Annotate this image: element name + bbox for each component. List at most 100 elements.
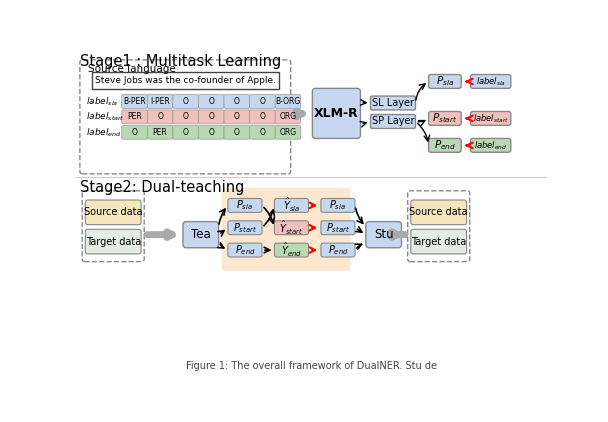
Text: $P_{sla}$: $P_{sla}$: [330, 198, 347, 212]
Text: $label_{start}$: $label_{start}$: [86, 111, 125, 123]
FancyBboxPatch shape: [85, 200, 141, 225]
FancyBboxPatch shape: [274, 243, 308, 257]
FancyBboxPatch shape: [173, 110, 198, 124]
Text: Stage1 : Multitask Learning: Stage1 : Multitask Learning: [80, 54, 281, 69]
FancyBboxPatch shape: [85, 229, 141, 254]
Text: I-PER: I-PER: [150, 97, 170, 106]
Text: $label_{end}$: $label_{end}$: [474, 139, 507, 151]
Text: $\hat{Y}_{start}$: $\hat{Y}_{start}$: [280, 219, 303, 237]
FancyBboxPatch shape: [274, 198, 308, 212]
Text: B-ORG: B-ORG: [275, 97, 300, 106]
FancyBboxPatch shape: [411, 229, 466, 254]
FancyBboxPatch shape: [429, 138, 461, 152]
Text: $label_{start}$: $label_{start}$: [472, 112, 509, 124]
FancyBboxPatch shape: [222, 188, 350, 271]
FancyBboxPatch shape: [274, 221, 308, 235]
Text: $P_{start}$: $P_{start}$: [326, 221, 350, 235]
Text: PER: PER: [153, 128, 167, 137]
FancyBboxPatch shape: [147, 95, 173, 108]
FancyBboxPatch shape: [471, 75, 511, 88]
FancyBboxPatch shape: [198, 95, 224, 108]
FancyBboxPatch shape: [370, 96, 415, 110]
Text: Source language: Source language: [88, 64, 175, 74]
FancyBboxPatch shape: [313, 88, 361, 138]
Text: O: O: [234, 128, 240, 137]
FancyBboxPatch shape: [321, 221, 355, 235]
Text: O: O: [209, 97, 214, 106]
Text: $P_{end}$: $P_{end}$: [235, 243, 255, 257]
FancyBboxPatch shape: [147, 110, 173, 124]
Text: O: O: [260, 128, 265, 137]
FancyBboxPatch shape: [183, 222, 219, 248]
FancyBboxPatch shape: [147, 125, 173, 139]
FancyBboxPatch shape: [429, 111, 461, 125]
FancyBboxPatch shape: [275, 110, 301, 124]
Text: XLM-R: XLM-R: [314, 107, 359, 120]
FancyBboxPatch shape: [228, 221, 262, 235]
FancyBboxPatch shape: [80, 60, 291, 174]
Text: O: O: [209, 112, 214, 122]
Text: O: O: [183, 97, 188, 106]
FancyBboxPatch shape: [429, 75, 461, 88]
Text: O: O: [234, 112, 240, 122]
Text: O: O: [183, 112, 188, 122]
Text: Tea: Tea: [191, 228, 210, 241]
Text: SL Layer: SL Layer: [372, 98, 414, 108]
Text: $label_{end}$: $label_{end}$: [86, 126, 122, 138]
FancyBboxPatch shape: [366, 222, 401, 248]
FancyBboxPatch shape: [91, 72, 279, 89]
Text: $P_{sla}$: $P_{sla}$: [436, 75, 454, 88]
Text: O: O: [209, 128, 214, 137]
FancyBboxPatch shape: [122, 125, 147, 139]
FancyBboxPatch shape: [471, 111, 511, 125]
Text: PER: PER: [127, 112, 142, 122]
Text: $P_{start}$: $P_{start}$: [233, 221, 257, 235]
Text: ORG: ORG: [280, 128, 297, 137]
Text: O: O: [183, 128, 188, 137]
Text: Stage2: Dual-teaching: Stage2: Dual-teaching: [80, 180, 244, 195]
Text: O: O: [260, 97, 265, 106]
Text: ORG: ORG: [280, 112, 297, 122]
FancyBboxPatch shape: [228, 198, 262, 212]
Text: O: O: [260, 112, 265, 122]
Text: O: O: [131, 128, 137, 137]
FancyBboxPatch shape: [471, 138, 511, 152]
FancyBboxPatch shape: [228, 243, 262, 257]
Text: Steve Jobs was the co-founder of Apple.: Steve Jobs was the co-founder of Apple.: [95, 76, 276, 85]
FancyBboxPatch shape: [275, 95, 301, 108]
FancyBboxPatch shape: [250, 125, 275, 139]
FancyBboxPatch shape: [173, 125, 198, 139]
FancyBboxPatch shape: [250, 95, 275, 108]
FancyBboxPatch shape: [173, 95, 198, 108]
FancyBboxPatch shape: [122, 110, 147, 124]
Text: O: O: [234, 97, 240, 106]
Text: Figure 1: The overall framework of DualNER. Stu de: Figure 1: The overall framework of DualN…: [186, 361, 437, 371]
Text: Target data: Target data: [411, 237, 466, 246]
FancyBboxPatch shape: [224, 110, 250, 124]
Text: $label_{sla}$: $label_{sla}$: [86, 95, 119, 108]
FancyBboxPatch shape: [411, 200, 466, 225]
Text: Stu: Stu: [374, 228, 393, 241]
Text: O: O: [157, 112, 163, 122]
FancyBboxPatch shape: [275, 125, 301, 139]
Text: $P_{end}$: $P_{end}$: [328, 243, 348, 257]
Text: Target data: Target data: [86, 237, 141, 246]
Text: Source data: Source data: [409, 207, 468, 217]
Text: SP Layer: SP Layer: [371, 116, 414, 127]
FancyBboxPatch shape: [198, 110, 224, 124]
Text: B-PER: B-PER: [123, 97, 146, 106]
Text: $P_{start}$: $P_{start}$: [432, 111, 458, 125]
FancyBboxPatch shape: [250, 110, 275, 124]
FancyBboxPatch shape: [224, 125, 250, 139]
FancyBboxPatch shape: [198, 125, 224, 139]
Text: Source data: Source data: [84, 207, 142, 217]
Text: $P_{sla}$: $P_{sla}$: [237, 198, 254, 212]
Text: $P_{end}$: $P_{end}$: [434, 138, 456, 152]
Text: $\hat{Y}_{end}$: $\hat{Y}_{end}$: [281, 241, 302, 259]
Text: $\hat{Y}_{sla}$: $\hat{Y}_{sla}$: [283, 196, 300, 214]
Text: $label_{sla}$: $label_{sla}$: [475, 75, 506, 88]
FancyBboxPatch shape: [224, 95, 250, 108]
FancyBboxPatch shape: [321, 198, 355, 212]
FancyBboxPatch shape: [321, 243, 355, 257]
FancyBboxPatch shape: [122, 95, 147, 108]
